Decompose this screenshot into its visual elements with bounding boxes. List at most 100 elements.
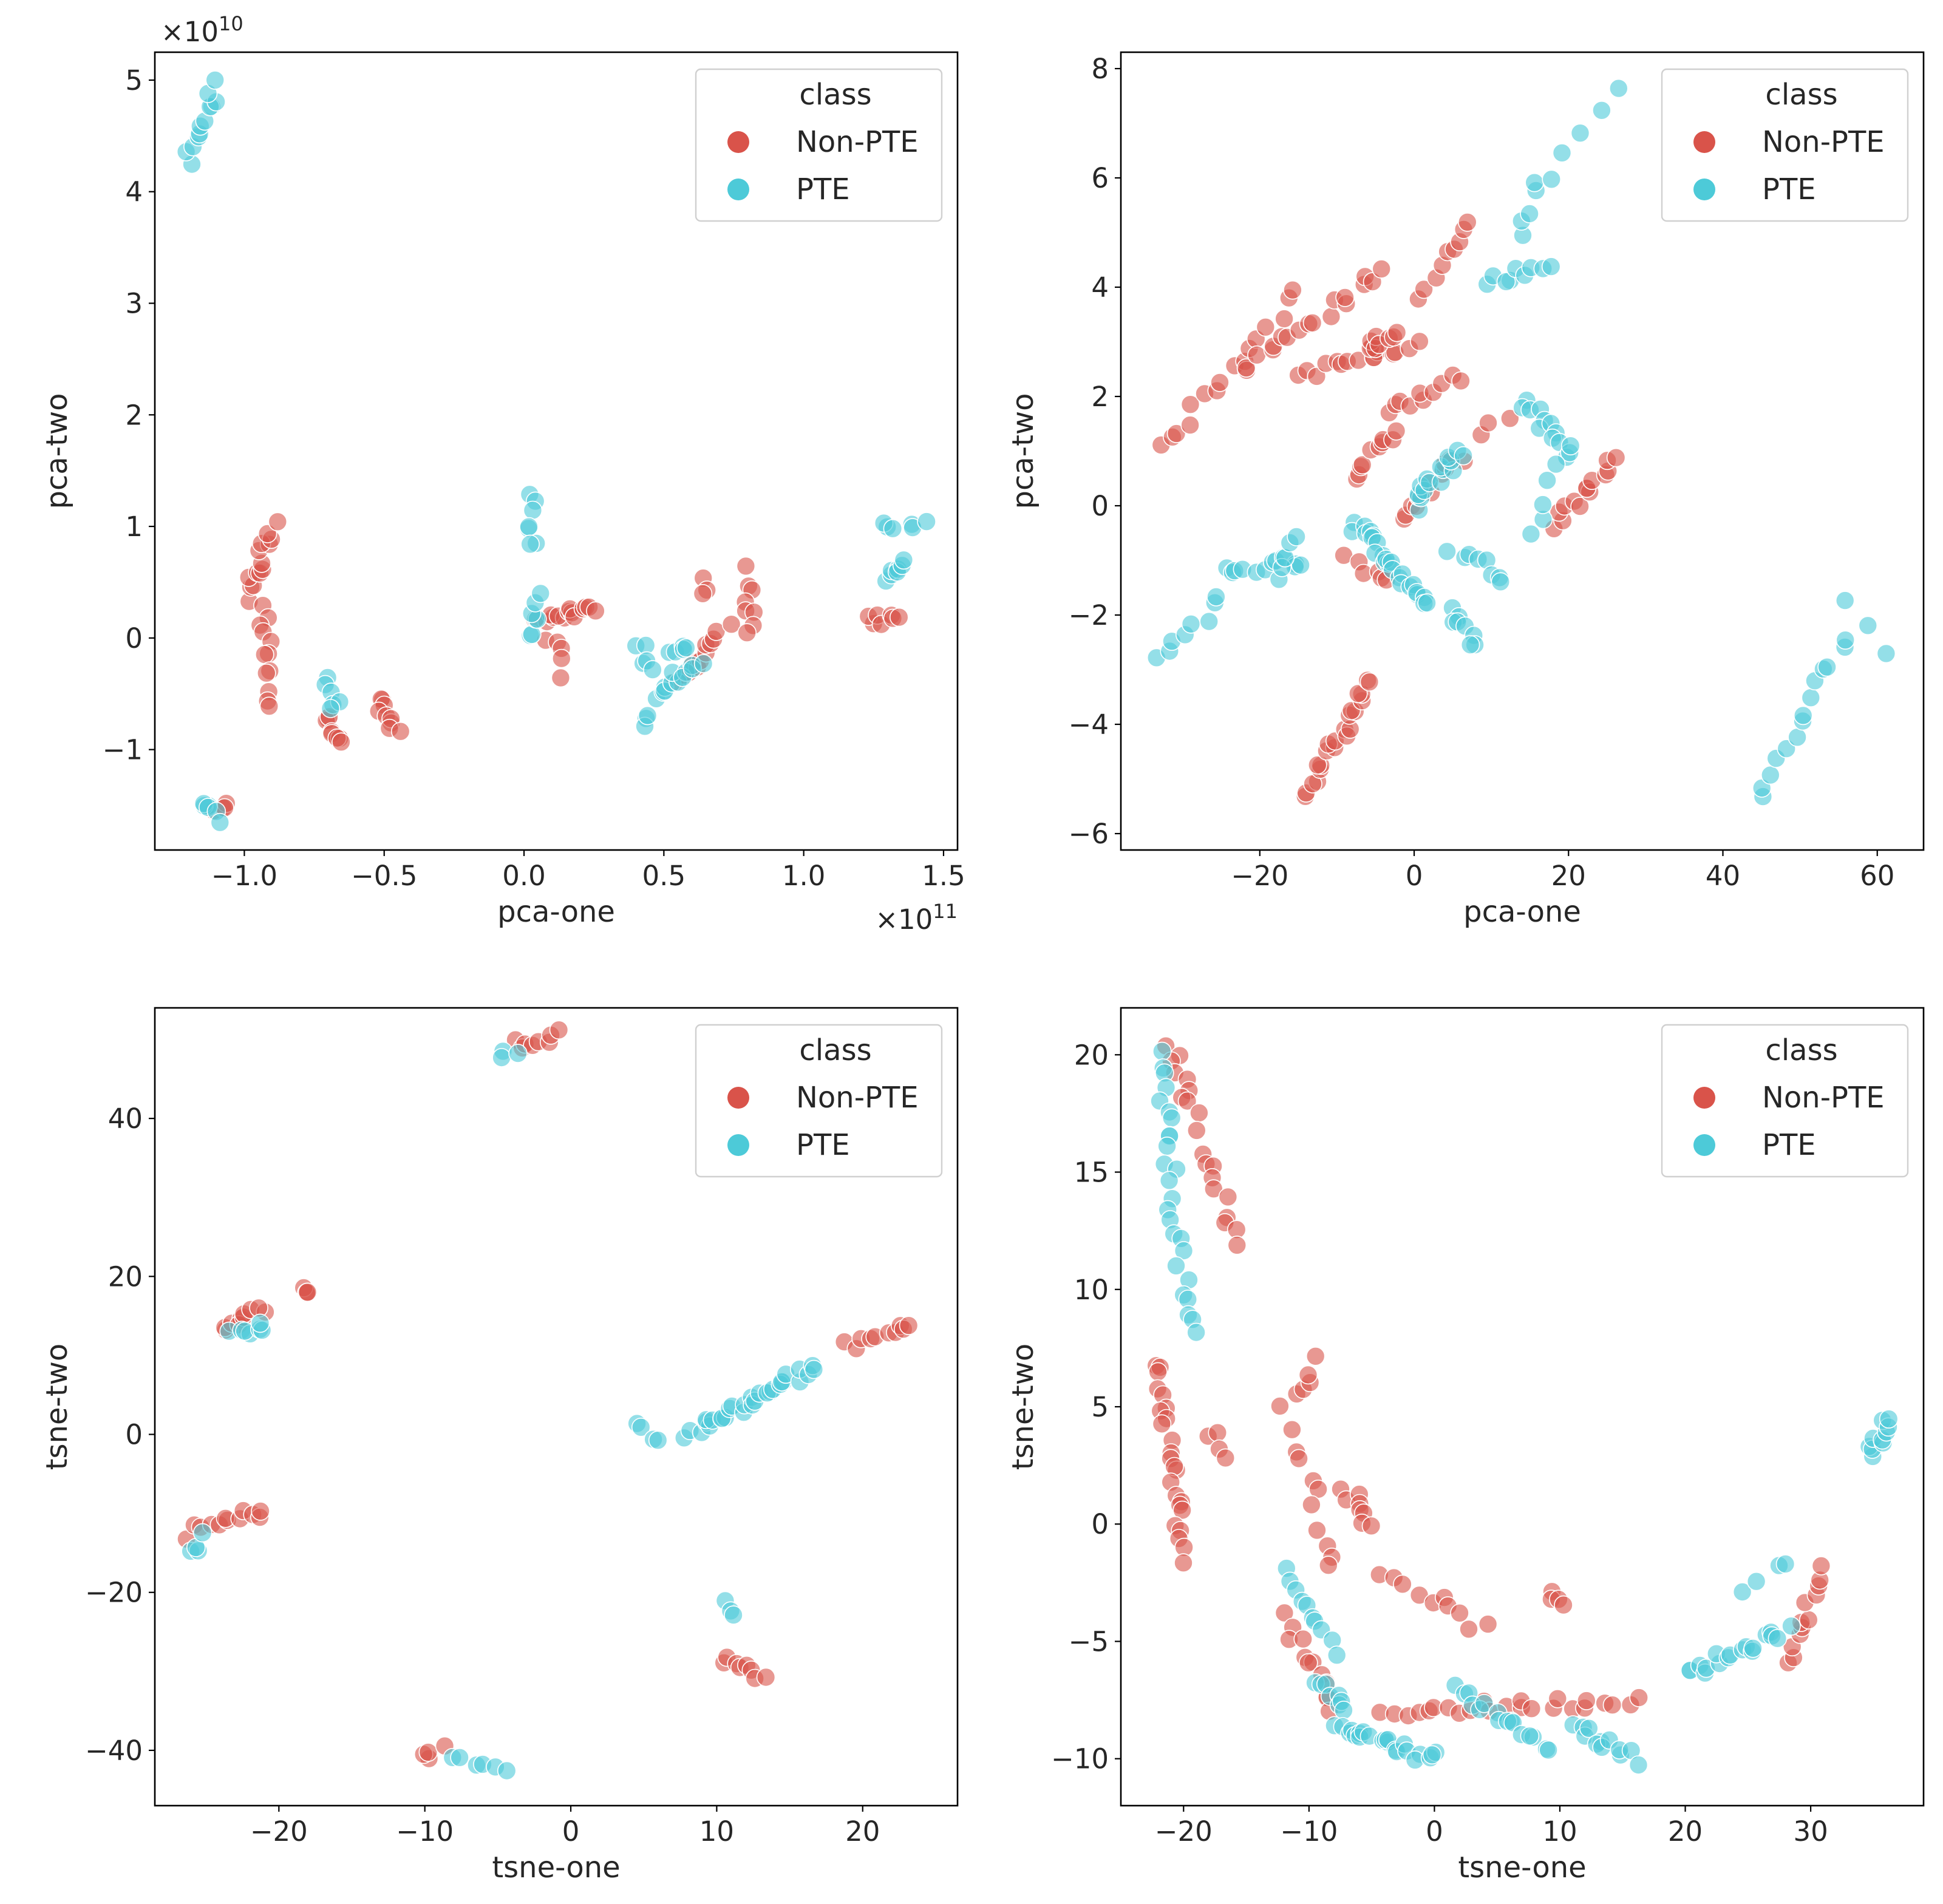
x-tick-label: 0 — [562, 1815, 580, 1848]
point-non-pte — [1274, 309, 1294, 328]
points-layer — [176, 70, 936, 832]
y-tick-label: −5 — [1069, 1625, 1109, 1657]
point-pte — [1520, 1726, 1540, 1746]
point-pte — [205, 70, 225, 90]
point-non-pte — [1393, 1574, 1412, 1594]
point-pte — [1835, 591, 1855, 610]
y-tick-label: 40 — [108, 1103, 143, 1135]
y-tick-label: 2 — [125, 399, 143, 431]
legend-box — [695, 68, 943, 222]
point-pte — [1287, 527, 1306, 546]
legend-box — [1661, 68, 1909, 222]
point-non-pte — [1152, 1414, 1172, 1434]
y-tick-label: −1 — [103, 734, 143, 766]
point-pte — [1746, 1571, 1766, 1591]
points-layer — [1146, 78, 1896, 806]
y-tick-label: 4 — [125, 176, 143, 208]
point-non-pte — [1450, 1603, 1469, 1623]
point-non-pte — [1352, 455, 1372, 475]
legend-marker-pte — [1693, 178, 1715, 200]
legend-marker-pte — [1693, 1134, 1715, 1156]
legend-label-non-pte: Non-PTE — [1762, 1081, 1885, 1115]
point-pte — [1592, 101, 1611, 120]
point-non-pte — [736, 556, 756, 576]
y-axis-label: pca-two — [1006, 393, 1040, 509]
point-pte — [1836, 630, 1855, 650]
point-pte — [917, 512, 936, 531]
point-pte — [1537, 471, 1557, 491]
point-non-pte — [1458, 212, 1477, 232]
point-pte — [1159, 1171, 1179, 1191]
point-non-pte — [1274, 1603, 1295, 1623]
points-layer — [177, 1020, 919, 1781]
point-non-pte — [1361, 1516, 1381, 1536]
y-axis-label: tsne-two — [1006, 1344, 1040, 1470]
x-axis-label: tsne-one — [492, 1851, 620, 1885]
point-non-pte — [1305, 1347, 1325, 1366]
y-tick-label: 3 — [125, 287, 143, 319]
x-tick-label: −20 — [1231, 860, 1288, 892]
point-pte — [1186, 1322, 1206, 1342]
point-non-pte — [1299, 1653, 1318, 1673]
point-non-pte — [1386, 421, 1406, 441]
point-pte — [894, 550, 914, 570]
point-non-pte — [1410, 332, 1429, 352]
legend-label-pte: PTE — [796, 1128, 850, 1162]
y-tick-label: −4 — [1069, 709, 1109, 741]
legend-label-non-pte: Non-PTE — [796, 1081, 919, 1115]
point-non-pte — [1602, 1695, 1622, 1715]
point-non-pte — [332, 732, 351, 752]
point-non-pte — [1256, 317, 1276, 337]
point-pte — [520, 534, 540, 554]
point-pte — [1520, 204, 1539, 223]
point-non-pte — [1180, 395, 1200, 415]
point-non-pte — [1387, 322, 1407, 342]
point-non-pte — [256, 663, 276, 683]
point-non-pte — [1177, 1091, 1197, 1111]
chart-panel-tsne-raw: −20 −10 0 10 20 −40 −20 0 20 40 tsne-one tsne-two cl… — [40, 1007, 959, 1885]
point-pte — [1422, 1745, 1442, 1765]
y-tick-label: 8 — [1091, 53, 1109, 85]
y-tick-label: 5 — [1091, 1391, 1109, 1423]
point-pte — [1876, 644, 1896, 664]
y-tick-label: −2 — [1069, 599, 1109, 631]
y-tick-label: 20 — [108, 1260, 143, 1293]
point-pte — [1609, 78, 1628, 98]
point-non-pte — [1414, 279, 1434, 299]
point-pte — [1560, 436, 1581, 456]
point-pte — [1628, 1755, 1649, 1775]
x-tick-label: 0.5 — [642, 860, 686, 892]
point-non-pte — [1270, 1396, 1290, 1416]
x-tick-label: 0 — [1406, 860, 1423, 892]
point-non-pte — [390, 721, 410, 741]
point-non-pte — [1180, 415, 1200, 435]
point-non-pte — [1210, 373, 1230, 392]
point-non-pte — [268, 512, 288, 532]
point-pte — [1552, 143, 1572, 163]
point-non-pte — [1189, 1103, 1209, 1123]
legend-marker-non-pte — [1693, 131, 1715, 153]
point-pte — [724, 1605, 743, 1625]
point-non-pte — [1478, 1614, 1498, 1634]
point-non-pte — [1372, 259, 1391, 279]
point-non-pte — [1349, 684, 1368, 704]
legend-marker-pte — [727, 1134, 749, 1156]
point-pte — [883, 518, 903, 539]
point-pte — [519, 517, 539, 537]
y-tick-label: 2 — [1091, 381, 1109, 413]
point-pte — [1454, 446, 1473, 466]
point-pte — [631, 1418, 651, 1437]
x-tick-label: 60 — [1860, 860, 1894, 892]
legend: class Non-PTE PTE — [1661, 1024, 1909, 1178]
point-non-pte — [1811, 1556, 1831, 1576]
point-pte — [1491, 572, 1511, 592]
legend-marker-non-pte — [1693, 1087, 1715, 1109]
point-pte — [321, 699, 341, 718]
y-tick-label: 1 — [125, 511, 143, 543]
point-non-pte — [254, 645, 274, 664]
point-pte — [1206, 587, 1226, 607]
point-non-pte — [1165, 1457, 1184, 1477]
point-non-pte — [1218, 1187, 1238, 1207]
y-axis-label: tsne-two — [40, 1344, 74, 1470]
